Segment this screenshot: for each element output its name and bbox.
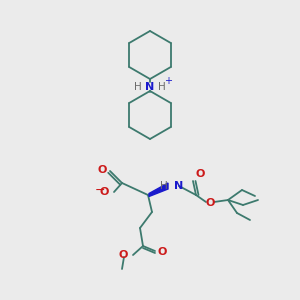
Polygon shape (149, 183, 168, 196)
Text: O: O (100, 187, 109, 197)
Text: O: O (118, 250, 128, 260)
Text: +: + (164, 76, 172, 86)
Text: O: O (98, 165, 107, 175)
Text: O: O (205, 198, 215, 208)
Text: H: H (158, 82, 166, 92)
Text: N: N (146, 82, 154, 92)
Text: O: O (158, 247, 167, 257)
Text: H: H (160, 181, 168, 191)
Text: −: − (95, 184, 105, 196)
Text: H: H (134, 82, 142, 92)
Text: N: N (174, 181, 183, 191)
Text: O: O (195, 169, 204, 179)
